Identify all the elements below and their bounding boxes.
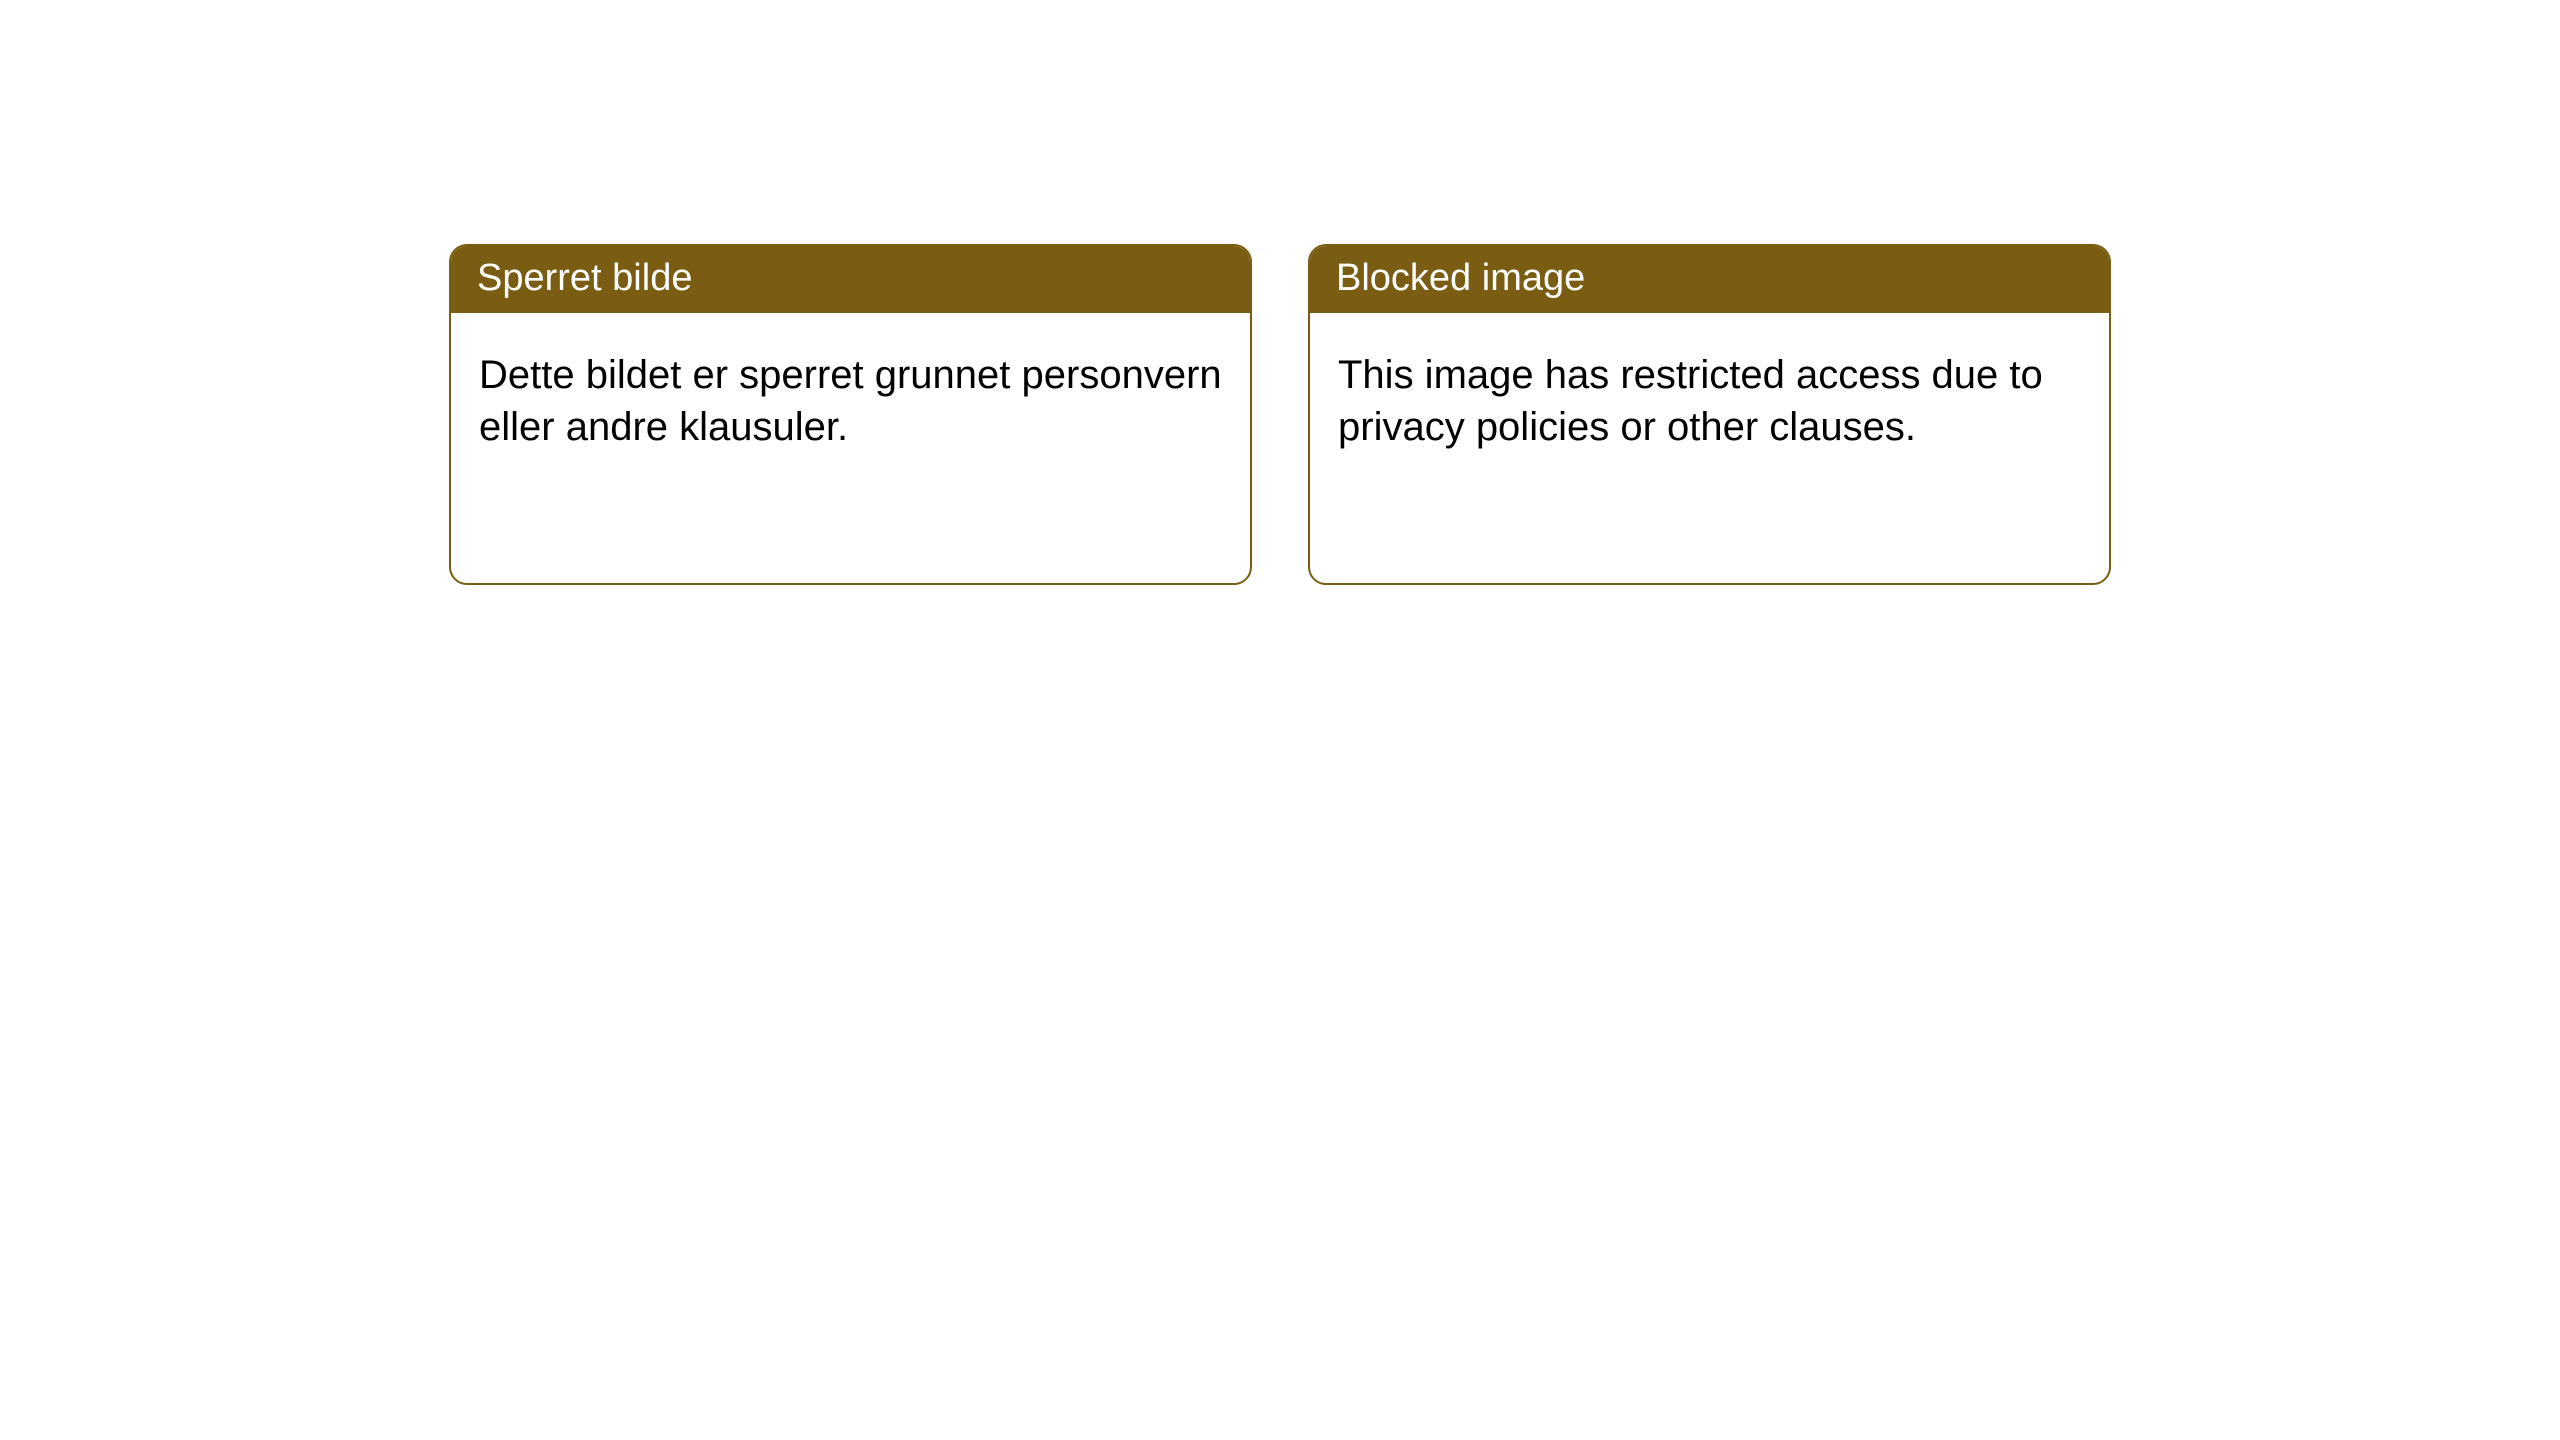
card-title: Blocked image [1336,257,1585,299]
card-body: This image has restricted access due to … [1310,313,2109,583]
card-body-text: Dette bildet er sperret grunnet personve… [479,353,1222,449]
card-header: Blocked image [1310,246,2109,313]
blocked-image-card-norwegian: Sperret bilde Dette bildet er sperret gr… [449,244,1252,585]
card-body-text: This image has restricted access due to … [1338,353,2043,449]
card-title: Sperret bilde [477,257,692,299]
cards-container: Sperret bilde Dette bildet er sperret gr… [0,0,2560,585]
card-body: Dette bildet er sperret grunnet personve… [451,313,1250,583]
blocked-image-card-english: Blocked image This image has restricted … [1308,244,2111,585]
card-header: Sperret bilde [451,246,1250,313]
